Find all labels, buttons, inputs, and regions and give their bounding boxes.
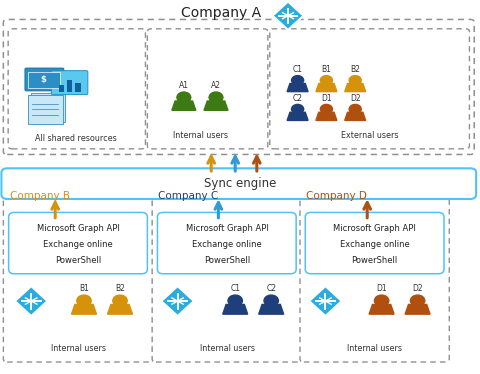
- Polygon shape: [72, 304, 96, 314]
- FancyBboxPatch shape: [152, 193, 301, 362]
- Text: B1: B1: [79, 284, 89, 293]
- Bar: [67, 80, 72, 92]
- FancyBboxPatch shape: [51, 71, 88, 95]
- FancyBboxPatch shape: [270, 29, 469, 149]
- Circle shape: [349, 104, 361, 114]
- Text: D1: D1: [376, 284, 387, 293]
- FancyBboxPatch shape: [305, 212, 444, 274]
- Text: PowerShell: PowerShell: [55, 256, 101, 265]
- FancyBboxPatch shape: [8, 29, 145, 149]
- Text: B1: B1: [322, 65, 331, 74]
- Circle shape: [410, 295, 425, 306]
- Text: B2: B2: [350, 65, 360, 74]
- FancyBboxPatch shape: [28, 95, 63, 124]
- Circle shape: [291, 76, 304, 85]
- Polygon shape: [287, 83, 308, 92]
- Text: C1: C1: [230, 284, 240, 293]
- Text: C2: C2: [266, 284, 276, 293]
- Circle shape: [228, 295, 242, 306]
- Polygon shape: [316, 112, 337, 120]
- Circle shape: [77, 295, 91, 306]
- Circle shape: [349, 76, 361, 85]
- Polygon shape: [223, 304, 248, 314]
- Polygon shape: [316, 83, 337, 92]
- FancyBboxPatch shape: [3, 19, 474, 154]
- Text: A2: A2: [211, 81, 221, 90]
- FancyBboxPatch shape: [300, 193, 449, 362]
- Text: Internal users: Internal users: [200, 344, 254, 353]
- Text: Company A: Company A: [181, 6, 261, 20]
- FancyBboxPatch shape: [157, 212, 296, 274]
- Polygon shape: [345, 112, 366, 120]
- Polygon shape: [161, 286, 194, 316]
- FancyBboxPatch shape: [3, 193, 153, 362]
- Text: D1: D1: [321, 94, 332, 103]
- FancyBboxPatch shape: [31, 93, 65, 122]
- Polygon shape: [259, 304, 284, 314]
- Text: Company B: Company B: [10, 191, 70, 201]
- FancyBboxPatch shape: [147, 29, 268, 149]
- Text: Microsoft Graph API: Microsoft Graph API: [333, 224, 416, 233]
- Text: Sync engine: Sync engine: [204, 177, 276, 190]
- Text: All shared resources: All shared resources: [35, 134, 117, 143]
- Text: Internal users: Internal users: [173, 131, 228, 140]
- Polygon shape: [204, 101, 228, 110]
- FancyBboxPatch shape: [25, 68, 64, 91]
- Circle shape: [113, 295, 127, 306]
- Polygon shape: [15, 286, 48, 316]
- Polygon shape: [369, 304, 394, 314]
- Text: Exchange online: Exchange online: [43, 240, 113, 249]
- Text: C2: C2: [293, 94, 302, 103]
- Bar: [59, 85, 64, 92]
- Polygon shape: [172, 101, 196, 110]
- Circle shape: [320, 76, 333, 85]
- Text: Internal users: Internal users: [51, 344, 106, 353]
- Text: External users: External users: [341, 131, 398, 140]
- Polygon shape: [405, 304, 430, 314]
- Text: Microsoft Graph API: Microsoft Graph API: [186, 224, 268, 233]
- Polygon shape: [287, 112, 308, 120]
- Text: $: $: [40, 75, 46, 84]
- Text: D2: D2: [350, 94, 360, 103]
- Circle shape: [264, 295, 278, 306]
- Bar: [75, 83, 81, 92]
- Text: PowerShell: PowerShell: [351, 256, 397, 265]
- Circle shape: [320, 104, 333, 114]
- Circle shape: [177, 92, 191, 103]
- Circle shape: [374, 295, 389, 306]
- FancyBboxPatch shape: [9, 212, 147, 274]
- Polygon shape: [345, 83, 366, 92]
- FancyBboxPatch shape: [28, 72, 60, 88]
- Text: Company D: Company D: [306, 191, 367, 201]
- Text: Microsoft Graph API: Microsoft Graph API: [37, 224, 120, 233]
- Polygon shape: [309, 286, 342, 316]
- Text: C1: C1: [293, 65, 302, 74]
- Text: D2: D2: [412, 284, 423, 293]
- Polygon shape: [273, 1, 303, 30]
- Text: Internal users: Internal users: [347, 344, 402, 353]
- FancyBboxPatch shape: [1, 168, 476, 199]
- Text: PowerShell: PowerShell: [204, 256, 250, 265]
- Text: Company C: Company C: [158, 191, 219, 201]
- Polygon shape: [108, 304, 132, 314]
- Text: A1: A1: [179, 81, 189, 90]
- Text: Exchange online: Exchange online: [192, 240, 262, 249]
- Circle shape: [209, 92, 223, 103]
- Text: Exchange online: Exchange online: [339, 240, 409, 249]
- Text: B2: B2: [115, 284, 125, 293]
- Circle shape: [291, 104, 304, 114]
